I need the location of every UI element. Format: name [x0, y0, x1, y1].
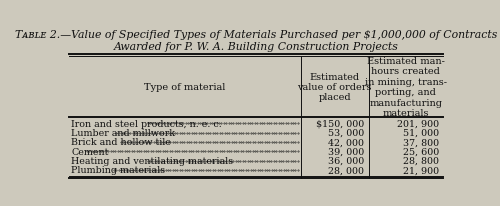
- Text: Awarded for P. W. A. Building Construction Projects: Awarded for P. W. A. Building Constructi…: [114, 41, 399, 51]
- Text: Iron and steel products, n. e. c.: Iron and steel products, n. e. c.: [72, 119, 222, 128]
- Text: Plumbing materials: Plumbing materials: [72, 165, 166, 174]
- Text: 28, 800: 28, 800: [403, 156, 439, 165]
- Text: Heating and ventilating materials: Heating and ventilating materials: [72, 156, 234, 165]
- Text: 36, 000: 36, 000: [328, 156, 364, 165]
- Text: 42, 000: 42, 000: [328, 138, 364, 147]
- Text: Cement: Cement: [72, 147, 109, 156]
- Text: Brick and hollow tile: Brick and hollow tile: [72, 138, 172, 147]
- Text: 201, 900: 201, 900: [397, 119, 439, 128]
- Text: 51, 000: 51, 000: [403, 129, 439, 137]
- Text: 25, 600: 25, 600: [403, 147, 439, 156]
- Text: 28, 000: 28, 000: [328, 165, 364, 174]
- Text: $150, 000: $150, 000: [316, 119, 364, 128]
- Text: Lumber and millwork: Lumber and millwork: [72, 129, 176, 137]
- Text: 39, 000: 39, 000: [328, 147, 364, 156]
- Text: 37, 800: 37, 800: [403, 138, 439, 147]
- Text: Estimated man-
hours created
in mining, trans-
porting, and
manufacturing
materi: Estimated man- hours created in mining, …: [365, 57, 447, 117]
- Text: Tᴀʙʟᴇ 2.—Value of Specified Types of Materials Purchased per $1,000,000 of Contr: Tᴀʙʟᴇ 2.—Value of Specified Types of Mat…: [15, 29, 498, 39]
- Text: Type of material: Type of material: [144, 83, 226, 92]
- Text: 53, 000: 53, 000: [328, 129, 364, 137]
- Text: 21, 900: 21, 900: [403, 165, 439, 174]
- Text: Estimated
value of orders
placed: Estimated value of orders placed: [298, 72, 372, 102]
